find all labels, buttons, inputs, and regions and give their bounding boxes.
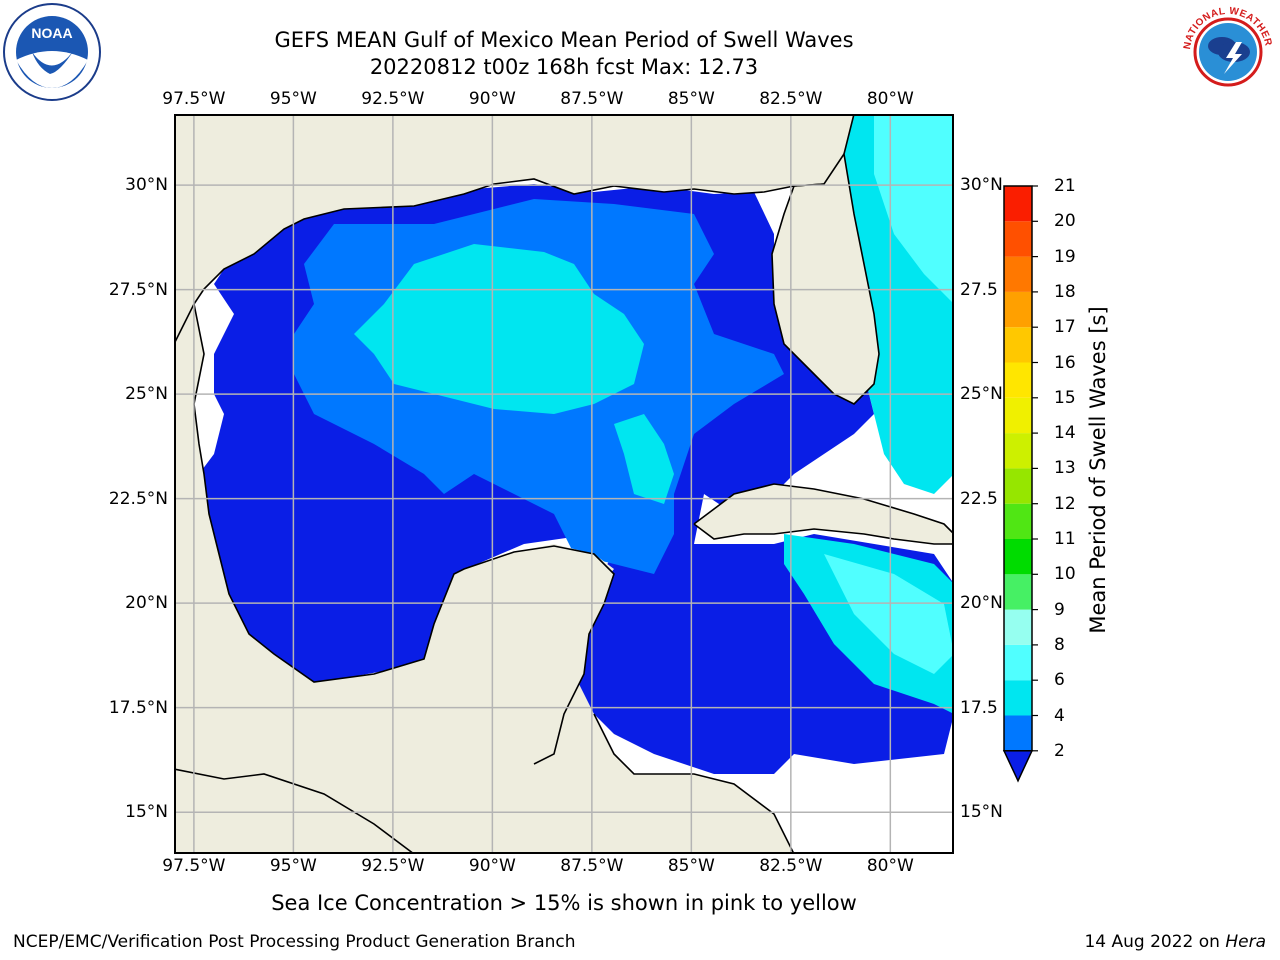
- colorbar-segment: [1004, 362, 1032, 398]
- lon-tick-label-bottom: 87.5°W: [560, 856, 624, 876]
- colorbar-extend-triangle: [1002, 750, 1034, 783]
- lat-tick-label-left: 22.5°N: [108, 488, 168, 509]
- lat-tick-label-right: 27.5: [960, 279, 998, 300]
- colorbar-segment: [1004, 256, 1032, 292]
- colorbar-segment: [1004, 397, 1032, 434]
- lon-tick-label-top: 85°W: [667, 89, 715, 109]
- lat-tick-label-right: 15°N: [960, 802, 1003, 823]
- lon-tick-label-top: 82.5°W: [759, 89, 823, 109]
- lat-tick-label-left: 15°N: [125, 802, 168, 823]
- lon-tick-label-bottom: 90°W: [468, 856, 516, 876]
- caribbean-swell-8-9s: [824, 554, 954, 674]
- colorbar-segment: [1004, 609, 1032, 645]
- coastline-yucatan-east: [593, 713, 795, 854]
- colorbar-segment: [1004, 644, 1032, 681]
- lat-tick-label-right: 25°N: [960, 384, 1003, 405]
- colorbar-segment: [1004, 468, 1032, 504]
- map-panel: [174, 114, 954, 854]
- footer-machine: Hera: [1225, 932, 1266, 952]
- colorbar-tick-label: 14: [1054, 423, 1076, 444]
- sea-ice-note: Sea Ice Concentration > 15% is shown in …: [271, 891, 857, 915]
- colorbar-tick-label: 4: [1054, 705, 1065, 726]
- noaa-logo: NOAA: [3, 3, 101, 101]
- lon-tick-label-bottom: 92.5°W: [361, 856, 425, 876]
- lat-tick-label-right: 17.5: [960, 697, 998, 718]
- lat-tick-label-left: 27.5°N: [108, 279, 168, 300]
- lat-tick-label-left: 17.5°N: [108, 697, 168, 718]
- lat-tick-label-right: 20°N: [960, 593, 1003, 614]
- colorbar-segment: [1004, 503, 1032, 539]
- colorbar-segment: [1004, 291, 1032, 328]
- colorbar-tick-label: 11: [1054, 529, 1076, 549]
- land-usa: [174, 114, 844, 344]
- lon-tick-label-top: 95°W: [269, 89, 317, 109]
- colorbar-tick-label: 9: [1054, 599, 1065, 620]
- coastline-florida: [771, 114, 880, 405]
- coastline-us: [174, 153, 845, 345]
- colorbar-segment: [1004, 327, 1032, 363]
- colorbar-tick-label: 20: [1054, 211, 1076, 232]
- colorbar-tick-label: 17: [1054, 317, 1076, 338]
- colorbar-tick-label: 13: [1054, 458, 1076, 479]
- lat-tick-label-right: 30°N: [960, 175, 1003, 196]
- colorbar-segment: [1004, 539, 1032, 575]
- footer-date: 14 Aug 2022 on Hera: [1084, 932, 1266, 952]
- colorbar-segment: [1004, 221, 1032, 257]
- colorbar-segment: [1004, 186, 1032, 222]
- swell-6-8s-tongue: [614, 414, 674, 504]
- lat-tick-label-right: 22.5: [960, 488, 998, 509]
- lon-tick-label-bottom: 95°W: [269, 856, 317, 876]
- lon-tick-label-top: 87.5°W: [560, 89, 624, 109]
- chart-title: GEFS MEAN Gulf of Mexico Mean Period of …: [274, 28, 854, 52]
- colorbar-tick-label: 19: [1054, 246, 1076, 267]
- footer-credit: NCEP/EMC/Verification Post Processing Pr…: [13, 932, 576, 952]
- lat-tick-label-left: 30°N: [125, 175, 168, 196]
- noaa-logo-text: NOAA: [31, 25, 72, 41]
- lon-tick-label-top: 97.5°W: [162, 89, 226, 109]
- chart-subtitle: 20220812 t00z 168h fcst Max: 12.73: [369, 55, 759, 79]
- lat-tick-label-left: 20°N: [125, 593, 168, 614]
- colorbar-tick-label: 12: [1054, 493, 1076, 514]
- lon-tick-label-bottom: 82.5°W: [759, 856, 823, 876]
- footer-date-text: 14 Aug 2022 on: [1084, 932, 1226, 952]
- swell-6-8s: [354, 244, 644, 414]
- atlantic-swell-8-9s: [874, 114, 954, 304]
- colorbar-tick-label: 2: [1054, 740, 1065, 761]
- colorbar-tick-label: 15: [1054, 387, 1076, 408]
- lon-tick-label-top: 92.5°W: [361, 89, 425, 109]
- lon-tick-label-bottom: 80°W: [866, 856, 914, 876]
- land-florida: [772, 114, 879, 404]
- colorbar-segment: [1004, 680, 1032, 716]
- map-frame: [174, 114, 954, 854]
- lat-tick-label-left: 25°N: [125, 384, 168, 405]
- colorbar-tick-label: 10: [1054, 564, 1076, 585]
- colorbar-tick-label: 8: [1054, 634, 1065, 655]
- lon-tick-label-top: 90°W: [468, 89, 516, 109]
- colorbar-tick-label: 6: [1054, 670, 1065, 691]
- lon-tick-label-bottom: 85°W: [667, 856, 715, 876]
- colorbar-segment: [1004, 433, 1032, 469]
- nws-logo: NATIONAL WEATHER SERVICE: [1178, 2, 1276, 100]
- land-yucatan: [464, 546, 614, 764]
- lon-tick-label-bottom: 97.5°W: [162, 856, 226, 876]
- colorbar-tick-label: 21: [1054, 176, 1076, 196]
- map-gridlines: [174, 114, 954, 854]
- coastline-cuba: [693, 483, 954, 545]
- colorbar-label: Mean Period of Swell Waves [s]: [1086, 306, 1110, 634]
- colorbar-segment: [1004, 574, 1032, 610]
- colorbar-segment: [1004, 715, 1032, 751]
- colorbar: [1002, 185, 1038, 783]
- colorbar-tick-label: 18: [1054, 281, 1076, 302]
- lon-tick-label-top: 80°W: [866, 89, 914, 109]
- colorbar-tick-label: 16: [1054, 352, 1076, 373]
